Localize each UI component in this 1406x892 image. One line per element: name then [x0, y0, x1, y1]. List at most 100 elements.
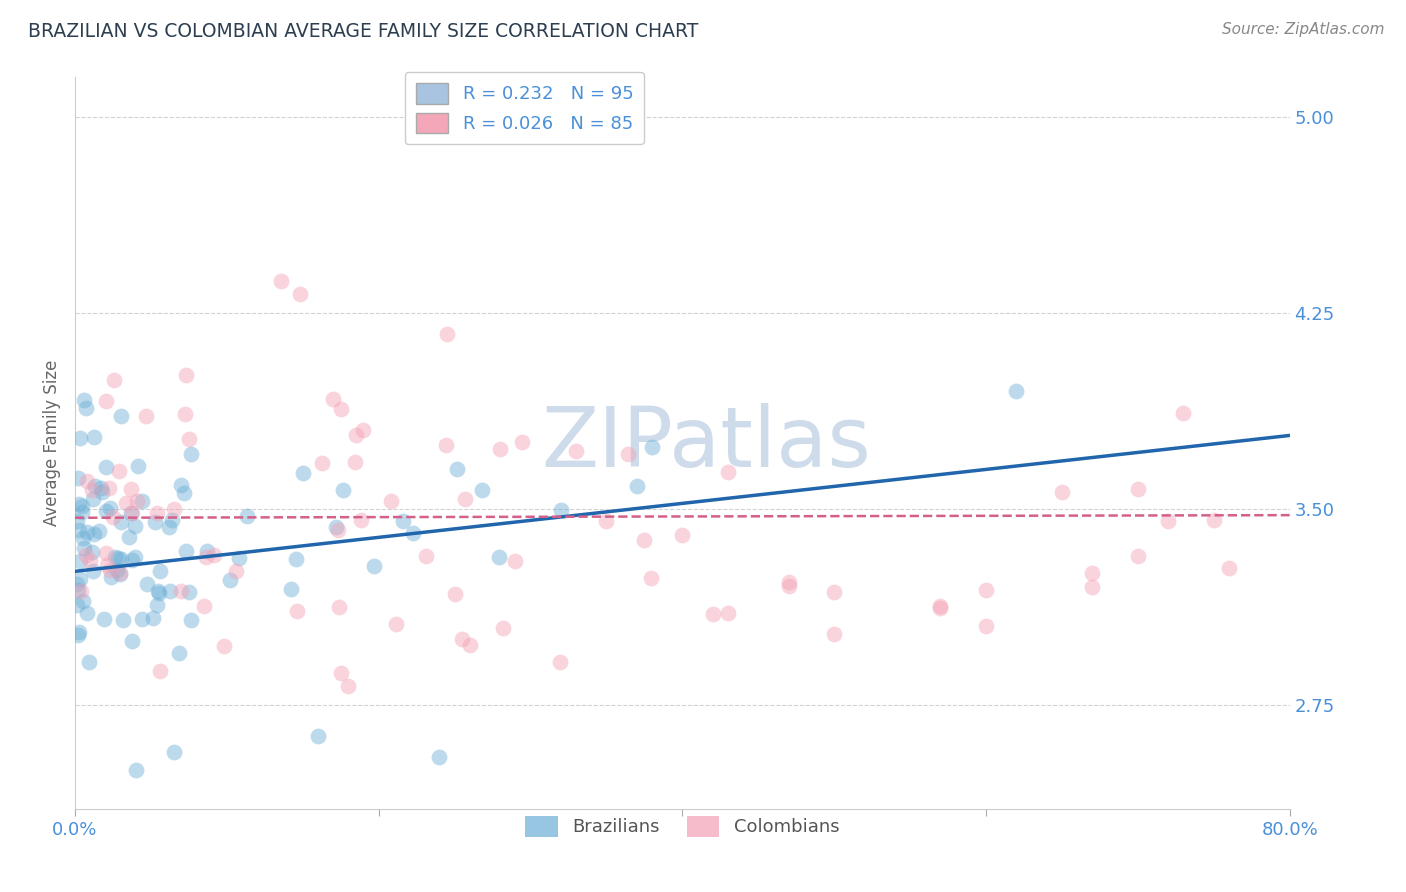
Colombians: [1126, 482, 1149, 496]
Brazilians: [66, 583, 89, 598]
Brazilians: [110, 552, 132, 566]
Colombians: [510, 435, 533, 450]
Brazilians: [118, 530, 141, 544]
Colombians: [337, 679, 360, 693]
Colombians: [270, 274, 292, 288]
Brazilians: [67, 497, 90, 511]
Colombians: [458, 638, 481, 652]
Brazilians: [176, 543, 198, 558]
Colombians: [212, 639, 235, 653]
Colombians: [1173, 406, 1195, 420]
Colombians: [170, 584, 193, 599]
Brazilians: [80, 545, 103, 559]
Brazilians: [146, 598, 169, 612]
Brazilians: [392, 514, 415, 528]
Colombians: [1218, 561, 1240, 575]
Colombians: [548, 655, 571, 669]
Colombians: [1126, 549, 1149, 563]
Brazilians: [110, 515, 132, 529]
Colombians: [974, 619, 997, 633]
Brazilians: [67, 524, 90, 538]
Brazilians: [626, 478, 648, 492]
Brazilians: [363, 558, 385, 573]
Colombians: [974, 583, 997, 598]
Brazilians: [90, 485, 112, 500]
Colombians: [163, 501, 186, 516]
Brazilians: [69, 431, 91, 445]
Colombians: [434, 437, 457, 451]
Colombians: [503, 553, 526, 567]
Brazilians: [83, 430, 105, 444]
Colombians: [633, 533, 655, 547]
Colombians: [1050, 485, 1073, 500]
Brazilians: [429, 750, 451, 764]
Brazilians: [69, 554, 91, 568]
Brazilians: [641, 440, 664, 454]
Brazilians: [280, 582, 302, 597]
Colombians: [616, 447, 638, 461]
Colombians: [350, 513, 373, 527]
Brazilians: [180, 447, 202, 461]
Legend: Brazilians, Colombians: Brazilians, Colombians: [517, 809, 846, 844]
Colombians: [823, 585, 845, 599]
Colombians: [120, 482, 142, 496]
Brazilians: [67, 471, 90, 485]
Colombians: [492, 621, 515, 635]
Colombians: [195, 550, 218, 565]
Brazilians: [96, 459, 118, 474]
Brazilians: [107, 551, 129, 566]
Brazilians: [65, 598, 87, 612]
Brazilians: [157, 519, 180, 533]
Colombians: [114, 496, 136, 510]
Brazilians: [83, 527, 105, 541]
Brazilians: [170, 477, 193, 491]
Brazilians: [292, 466, 315, 480]
Colombians: [415, 549, 437, 563]
Brazilians: [146, 583, 169, 598]
Brazilians: [550, 503, 572, 517]
Brazilians: [285, 552, 308, 566]
Colombians: [176, 368, 198, 382]
Colombians: [225, 564, 247, 578]
Brazilians: [120, 506, 142, 520]
Text: ZIPatlas: ZIPatlas: [541, 403, 872, 483]
Brazilians: [167, 646, 190, 660]
Brazilians: [69, 572, 91, 586]
Brazilians: [87, 524, 110, 539]
Brazilians: [93, 612, 115, 626]
Brazilians: [121, 553, 143, 567]
Colombians: [285, 604, 308, 618]
Brazilians: [66, 628, 89, 642]
Colombians: [101, 510, 124, 524]
Brazilians: [218, 573, 240, 587]
Colombians: [443, 587, 465, 601]
Colombians: [70, 584, 93, 599]
Brazilians: [100, 570, 122, 584]
Brazilians: [72, 531, 94, 545]
Brazilians: [75, 401, 97, 416]
Brazilians: [195, 544, 218, 558]
Colombians: [489, 442, 512, 456]
Brazilians: [72, 594, 94, 608]
Colombians: [451, 632, 474, 647]
Brazilians: [73, 392, 96, 407]
Colombians: [717, 606, 740, 620]
Brazilians: [110, 409, 132, 423]
Brazilians: [94, 503, 117, 517]
Brazilians: [446, 462, 468, 476]
Colombians: [328, 600, 350, 615]
Brazilians: [325, 520, 347, 534]
Colombians: [103, 373, 125, 387]
Colombians: [385, 617, 408, 632]
Colombians: [929, 599, 952, 614]
Brazilians: [236, 509, 259, 524]
Colombians: [173, 408, 195, 422]
Brazilians: [65, 577, 87, 591]
Brazilians: [98, 501, 121, 516]
Brazilians: [105, 563, 128, 577]
Brazilians: [307, 729, 329, 743]
Colombians: [1157, 514, 1180, 528]
Brazilians: [121, 633, 143, 648]
Colombians: [1202, 513, 1225, 527]
Brazilians: [180, 613, 202, 627]
